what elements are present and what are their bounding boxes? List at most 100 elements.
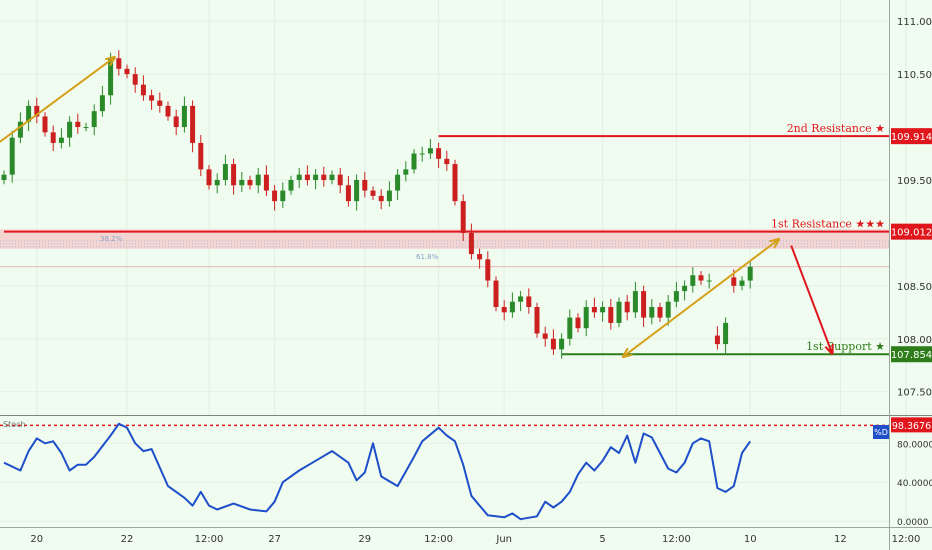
- candle[interactable]: [542, 326, 548, 347]
- candle[interactable]: [460, 194, 466, 241]
- candle[interactable]: [403, 161, 409, 182]
- candle[interactable]: [173, 109, 179, 136]
- candle[interactable]: [616, 297, 622, 328]
- candle[interactable]: [337, 167, 343, 194]
- candle[interactable]: [345, 175, 351, 207]
- candle[interactable]: [304, 165, 310, 186]
- candle[interactable]: [198, 134, 204, 177]
- candle[interactable]: [263, 165, 269, 197]
- candle[interactable]: [567, 309, 573, 346]
- candle[interactable]: [149, 89, 155, 110]
- candle[interactable]: [477, 248, 483, 269]
- candle[interactable]: [181, 96, 187, 133]
- candle[interactable]: [386, 181, 392, 207]
- candle[interactable]: [296, 167, 302, 189]
- annotation-arrow[interactable]: [0, 57, 115, 143]
- candle[interactable]: [395, 169, 401, 200]
- candle[interactable]: [493, 276, 499, 312]
- candle[interactable]: [222, 154, 228, 186]
- candle[interactable]: [50, 125, 56, 151]
- candle[interactable]: [42, 112, 48, 137]
- candle[interactable]: [132, 67, 138, 93]
- candle[interactable]: [600, 301, 606, 322]
- candle[interactable]: [67, 116, 73, 147]
- candle[interactable]: [485, 251, 491, 288]
- candle[interactable]: [140, 75, 146, 101]
- candle[interactable]: [34, 97, 40, 124]
- candle-body: [493, 280, 499, 308]
- candle[interactable]: [58, 128, 64, 149]
- candle[interactable]: [526, 288, 532, 314]
- candle[interactable]: [157, 92, 163, 113]
- candle[interactable]: [419, 146, 425, 162]
- candle-body: [419, 153, 425, 155]
- candle-body: [641, 291, 647, 318]
- candle[interactable]: [354, 174, 360, 211]
- candle[interactable]: [255, 167, 261, 194]
- candle[interactable]: [575, 313, 581, 333]
- annotation-arrow[interactable]: [623, 239, 779, 357]
- candle[interactable]: [452, 159, 458, 206]
- candle[interactable]: [9, 130, 15, 183]
- stoch-tick-label: 80.0000: [897, 440, 932, 450]
- candle[interactable]: [608, 298, 614, 330]
- candle[interactable]: [321, 166, 327, 187]
- candle[interactable]: [165, 101, 171, 121]
- time-tick-label: 20: [30, 534, 43, 545]
- candle-body: [427, 148, 433, 154]
- candle-body: [608, 307, 614, 323]
- candle-body: [518, 296, 524, 302]
- stoch-d-line[interactable]: [3, 422, 752, 521]
- candle[interactable]: [583, 300, 589, 337]
- candle[interactable]: [83, 122, 89, 132]
- candle[interactable]: [427, 138, 433, 160]
- candle[interactable]: [509, 292, 515, 318]
- candle-body: [247, 179, 253, 186]
- candle[interactable]: [550, 329, 556, 355]
- candle[interactable]: [91, 104, 97, 136]
- candle[interactable]: [591, 297, 597, 318]
- candle[interactable]: [518, 290, 524, 312]
- candle[interactable]: [99, 85, 105, 117]
- candle[interactable]: [124, 64, 130, 79]
- candle[interactable]: [214, 173, 220, 194]
- candle-body: [296, 174, 302, 180]
- candle-body: [75, 121, 81, 128]
- candle[interactable]: [559, 333, 565, 359]
- candle[interactable]: [272, 185, 278, 211]
- candle[interactable]: [75, 113, 81, 134]
- candle[interactable]: [313, 169, 319, 190]
- candle-body: [550, 338, 556, 350]
- candle[interactable]: [444, 150, 450, 171]
- candle[interactable]: [239, 171, 245, 193]
- stoch-legend-badge[interactable]: [873, 425, 889, 439]
- candle[interactable]: [378, 189, 384, 210]
- candle[interactable]: [116, 50, 122, 76]
- candle-body: [108, 58, 114, 96]
- candle[interactable]: [231, 158, 237, 195]
- candle[interactable]: [26, 100, 32, 132]
- candle[interactable]: [534, 302, 540, 338]
- price-tick-label: 108.000: [897, 335, 932, 346]
- candle[interactable]: [247, 175, 253, 190]
- candle[interactable]: [190, 100, 196, 153]
- candle-body: [583, 307, 589, 329]
- candle[interactable]: [411, 149, 417, 174]
- candle-body: [436, 148, 442, 159]
- candle-body: [534, 307, 540, 334]
- price-tick-label: 109.500: [897, 176, 932, 187]
- candle[interactable]: [288, 175, 294, 195]
- candle[interactable]: [362, 171, 368, 198]
- candle[interactable]: [329, 170, 335, 185]
- candle[interactable]: [436, 142, 442, 169]
- candle[interactable]: [370, 186, 376, 201]
- candle-body: [411, 153, 417, 170]
- candle[interactable]: [468, 223, 474, 260]
- price-level-badge: [891, 223, 932, 240]
- candle[interactable]: [280, 182, 286, 208]
- candle[interactable]: [1, 170, 7, 185]
- annotation-arrow[interactable]: [790, 245, 832, 354]
- candle[interactable]: [501, 300, 507, 321]
- candle[interactable]: [206, 165, 212, 190]
